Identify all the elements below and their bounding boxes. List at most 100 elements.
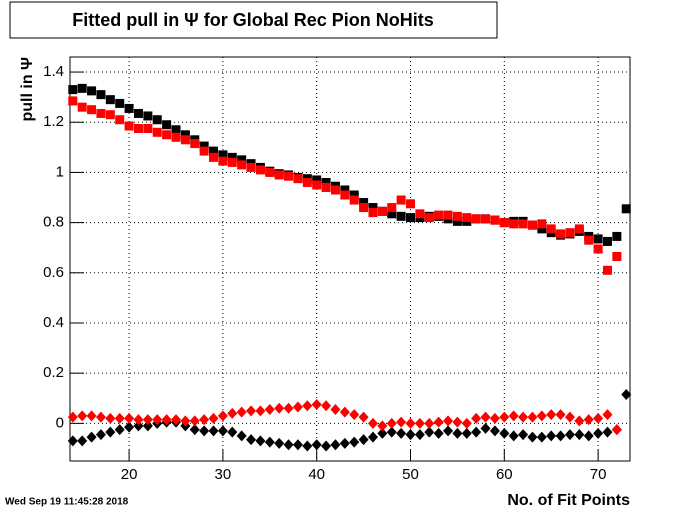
- marker: [508, 410, 519, 422]
- marker: [406, 199, 416, 209]
- marker: [77, 410, 88, 422]
- marker: [621, 204, 631, 214]
- y-tick-label: 0: [56, 414, 64, 431]
- y-tick-label: 0.4: [43, 314, 64, 331]
- marker: [433, 427, 444, 439]
- marker: [180, 415, 191, 427]
- marker: [471, 412, 482, 424]
- marker: [274, 437, 285, 449]
- marker: [274, 170, 284, 180]
- marker: [312, 175, 322, 185]
- y-tick-label: 0.8: [43, 214, 64, 231]
- marker: [434, 210, 444, 220]
- y-tick-label: 1.2: [43, 113, 64, 130]
- x-axis-label: No. of Fit Points: [507, 492, 630, 509]
- marker: [611, 424, 622, 436]
- marker: [452, 416, 463, 428]
- marker: [602, 265, 612, 275]
- marker: [480, 411, 491, 423]
- marker: [105, 95, 115, 105]
- marker: [461, 417, 472, 429]
- footer: Wed Sep 19 11:45:28 2018: [5, 497, 129, 508]
- marker: [246, 162, 256, 172]
- marker: [312, 180, 322, 190]
- marker: [367, 417, 378, 429]
- marker: [349, 195, 359, 205]
- marker: [481, 214, 491, 224]
- marker: [190, 139, 200, 149]
- marker: [171, 125, 181, 135]
- marker: [340, 190, 350, 200]
- marker: [593, 244, 603, 254]
- marker: [264, 436, 275, 448]
- marker: [143, 124, 153, 134]
- marker: [180, 135, 190, 145]
- marker: [499, 218, 509, 228]
- marker: [292, 401, 303, 413]
- marker: [227, 426, 238, 438]
- marker: [199, 414, 210, 426]
- marker: [462, 213, 472, 223]
- marker: [574, 415, 585, 427]
- x-tick-label: 20: [121, 466, 138, 483]
- marker: [180, 130, 190, 140]
- marker: [68, 85, 78, 95]
- marker: [114, 424, 125, 436]
- marker: [162, 130, 172, 140]
- marker: [199, 146, 209, 156]
- marker: [114, 412, 125, 424]
- marker: [564, 411, 575, 423]
- marker: [87, 105, 97, 115]
- marker: [302, 177, 312, 187]
- marker: [142, 420, 153, 432]
- marker: [368, 203, 378, 213]
- marker: [199, 141, 209, 151]
- marker: [555, 409, 566, 421]
- marker: [77, 83, 87, 93]
- marker: [339, 437, 350, 449]
- marker: [537, 219, 547, 229]
- marker: [424, 417, 435, 429]
- marker: [133, 420, 144, 432]
- y-tick-label: 0.2: [43, 364, 64, 381]
- marker: [133, 124, 143, 134]
- marker: [555, 430, 566, 442]
- marker: [546, 430, 557, 442]
- marker: [161, 414, 172, 426]
- marker: [246, 434, 257, 446]
- marker: [508, 430, 519, 442]
- marker: [124, 103, 134, 113]
- marker: [189, 415, 200, 427]
- marker: [246, 405, 257, 417]
- y-tick-label: 0.6: [43, 264, 64, 281]
- marker: [217, 425, 228, 437]
- x-tick-label: 40: [308, 466, 325, 483]
- marker: [293, 174, 303, 184]
- marker: [584, 235, 594, 245]
- chart-title: Fitted pull in Ψ for Global Rec Pion NoH…: [72, 10, 434, 30]
- marker: [574, 224, 584, 234]
- marker: [152, 414, 163, 426]
- marker: [593, 234, 603, 244]
- marker: [339, 406, 350, 418]
- marker: [414, 429, 425, 441]
- marker: [415, 209, 425, 219]
- marker: [133, 108, 143, 118]
- x-tick-label: 70: [590, 466, 607, 483]
- marker: [621, 389, 632, 401]
- marker: [105, 412, 116, 424]
- x-tick-label: 50: [402, 466, 419, 483]
- marker: [67, 435, 78, 447]
- marker: [321, 440, 332, 452]
- marker: [471, 214, 481, 224]
- marker: [199, 425, 210, 437]
- x-tick-label: 30: [215, 466, 232, 483]
- marker: [574, 429, 585, 441]
- marker: [208, 412, 219, 424]
- marker: [433, 416, 444, 428]
- marker: [565, 228, 575, 238]
- marker: [236, 406, 247, 418]
- marker: [602, 236, 612, 246]
- marker: [471, 426, 482, 438]
